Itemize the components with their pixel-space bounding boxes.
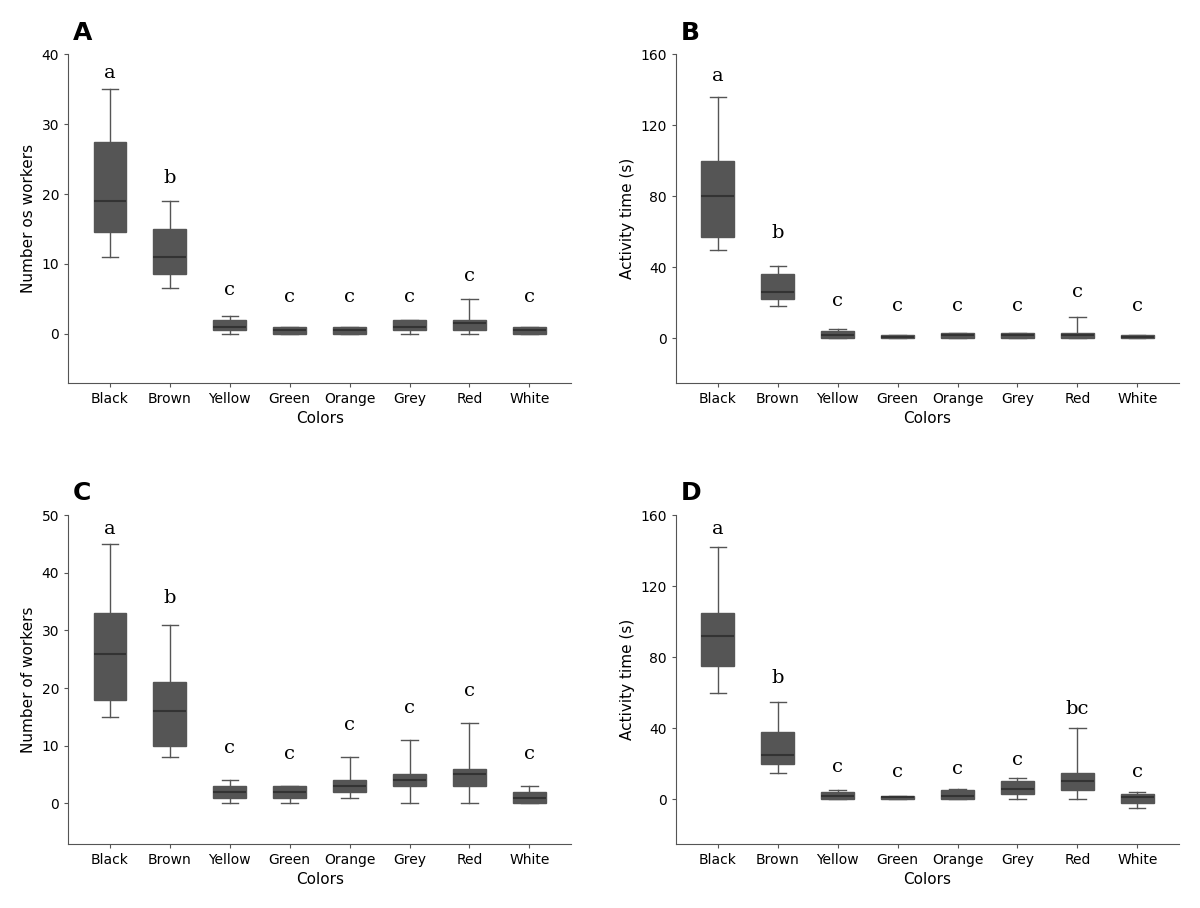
PathPatch shape — [394, 320, 426, 331]
Text: A: A — [73, 21, 92, 44]
Text: b: b — [772, 669, 784, 687]
X-axis label: Colors: Colors — [295, 873, 343, 887]
PathPatch shape — [94, 613, 126, 699]
PathPatch shape — [821, 331, 854, 339]
PathPatch shape — [452, 320, 486, 331]
Text: b: b — [163, 589, 176, 607]
PathPatch shape — [821, 792, 854, 799]
PathPatch shape — [334, 327, 366, 334]
Text: c: c — [524, 745, 535, 763]
PathPatch shape — [702, 613, 734, 666]
Text: c: c — [1072, 283, 1082, 301]
X-axis label: Colors: Colors — [295, 411, 343, 426]
PathPatch shape — [881, 795, 914, 799]
PathPatch shape — [1001, 333, 1034, 339]
Text: c: c — [1132, 764, 1142, 782]
Text: c: c — [1012, 297, 1022, 315]
PathPatch shape — [512, 327, 546, 334]
PathPatch shape — [394, 775, 426, 786]
PathPatch shape — [274, 786, 306, 797]
Text: D: D — [680, 481, 702, 506]
PathPatch shape — [1061, 333, 1093, 339]
Text: bc: bc — [1066, 699, 1090, 717]
PathPatch shape — [94, 142, 126, 232]
Text: c: c — [832, 291, 844, 310]
Text: c: c — [524, 288, 535, 306]
Text: C: C — [73, 481, 91, 506]
Text: b: b — [772, 224, 784, 242]
Text: c: c — [404, 288, 415, 306]
PathPatch shape — [1001, 782, 1034, 794]
Text: c: c — [284, 745, 295, 763]
PathPatch shape — [214, 786, 246, 797]
PathPatch shape — [154, 229, 186, 274]
PathPatch shape — [452, 769, 486, 786]
PathPatch shape — [334, 780, 366, 792]
Text: a: a — [104, 520, 115, 538]
X-axis label: Colors: Colors — [904, 873, 952, 887]
PathPatch shape — [214, 320, 246, 331]
Text: c: c — [284, 288, 295, 306]
Y-axis label: Activity time (s): Activity time (s) — [620, 158, 635, 279]
Text: a: a — [712, 66, 724, 84]
Text: c: c — [464, 682, 475, 699]
Text: c: c — [224, 281, 235, 299]
Y-axis label: Number os workers: Number os workers — [20, 144, 36, 293]
Text: c: c — [892, 764, 904, 782]
PathPatch shape — [1061, 773, 1093, 790]
Text: c: c — [344, 716, 355, 735]
Text: b: b — [163, 169, 176, 187]
PathPatch shape — [761, 274, 794, 300]
Y-axis label: Activity time (s): Activity time (s) — [620, 619, 635, 740]
Text: c: c — [952, 297, 964, 315]
PathPatch shape — [702, 161, 734, 237]
PathPatch shape — [154, 682, 186, 745]
Text: c: c — [464, 267, 475, 285]
PathPatch shape — [941, 333, 974, 339]
Text: B: B — [680, 21, 700, 44]
PathPatch shape — [1121, 335, 1153, 339]
X-axis label: Colors: Colors — [904, 411, 952, 426]
PathPatch shape — [512, 792, 546, 804]
PathPatch shape — [761, 732, 794, 764]
Y-axis label: Number of workers: Number of workers — [20, 607, 36, 753]
Text: c: c — [832, 758, 844, 776]
Text: c: c — [1012, 751, 1022, 769]
PathPatch shape — [941, 790, 974, 799]
Text: a: a — [104, 64, 115, 83]
PathPatch shape — [274, 327, 306, 334]
Text: c: c — [404, 699, 415, 717]
Text: c: c — [892, 297, 904, 315]
Text: c: c — [952, 760, 964, 778]
Text: c: c — [1132, 297, 1142, 315]
Text: c: c — [224, 739, 235, 757]
PathPatch shape — [1121, 794, 1153, 803]
Text: c: c — [344, 288, 355, 306]
PathPatch shape — [881, 335, 914, 339]
Text: a: a — [712, 520, 724, 538]
